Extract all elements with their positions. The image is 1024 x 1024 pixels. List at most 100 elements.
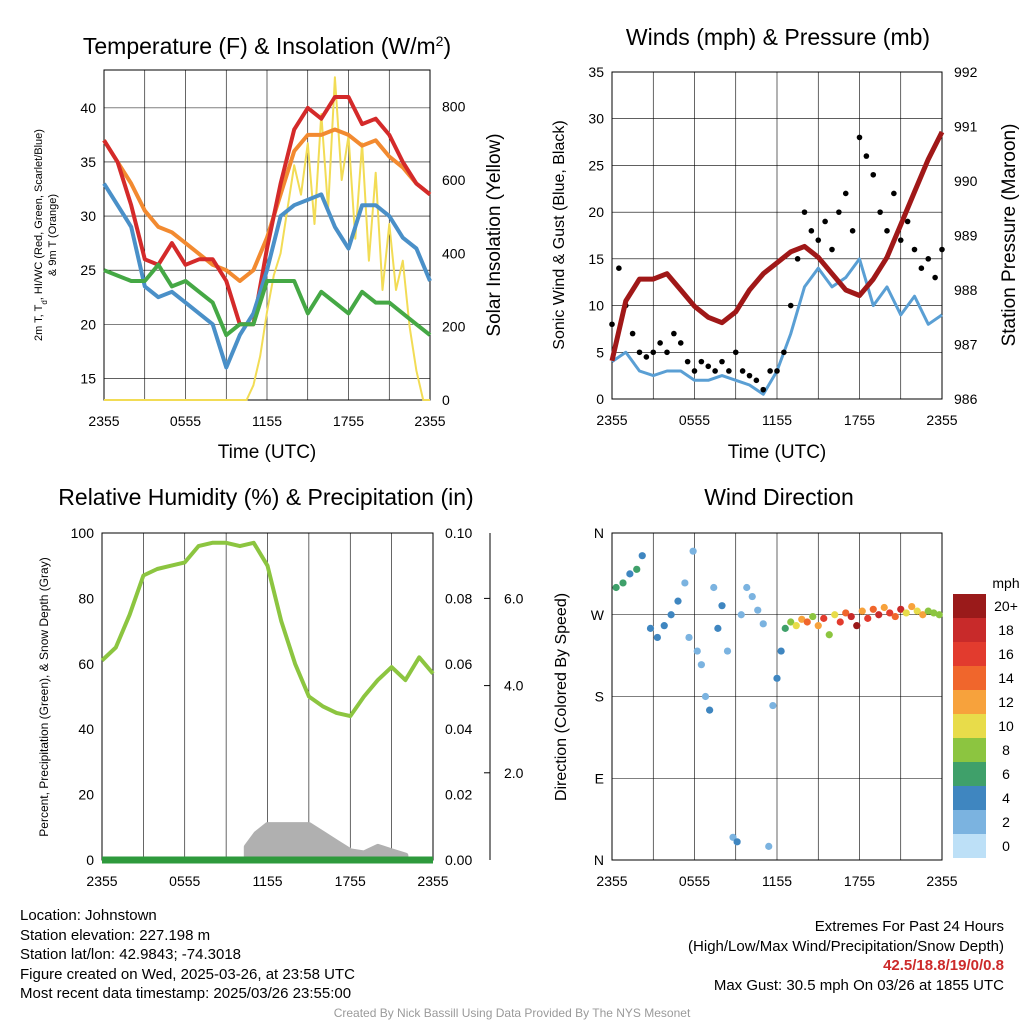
gust-point <box>815 237 822 243</box>
direction-point <box>847 612 855 621</box>
direction-x-ticks: 2355 0555 1155 1755 2355 <box>596 873 957 889</box>
x-tick-label: 2355 <box>88 413 119 429</box>
direction-point <box>693 647 701 655</box>
direction-point <box>737 611 745 619</box>
gust-point <box>664 349 670 356</box>
gust-point <box>932 274 938 281</box>
direction-point <box>714 624 722 632</box>
direction-point <box>792 622 800 630</box>
direction-point <box>743 583 751 592</box>
x-tick-label: 0555 <box>679 412 710 428</box>
y-tick-label: 0 <box>442 392 450 408</box>
gust-point <box>719 358 725 365</box>
humidity-y-label: Percent, Precipitation (Green), & Snow D… <box>37 557 51 836</box>
direction-point <box>853 622 861 630</box>
y-tick-label: 20 <box>588 204 604 220</box>
colorbar-label: 8 <box>1002 742 1010 758</box>
y-tick-label: 20 <box>80 316 96 332</box>
direction-point <box>880 603 888 612</box>
colorbar-swatch <box>953 834 986 858</box>
gust-point <box>726 368 732 374</box>
gust-point <box>939 246 945 253</box>
y-tick-label: 0.02 <box>445 787 472 803</box>
colorbar-swatch <box>953 738 986 762</box>
direction-point <box>612 583 620 592</box>
humidity-title: Relative Humidity (%) & Precipitation (i… <box>58 484 473 510</box>
gust-point <box>801 209 808 215</box>
colorbar-label: 0 <box>1002 838 1010 854</box>
y-tick-label: 15 <box>80 370 96 386</box>
direction-point <box>902 609 910 617</box>
x-tick-label: 2355 <box>417 873 448 889</box>
x-tick-label: 1155 <box>762 412 792 428</box>
extremes-info: Extremes For Past 24 Hours (High/Low/Max… <box>688 917 1004 995</box>
direction-point <box>765 842 773 850</box>
direction-point <box>646 624 655 632</box>
direction-point <box>875 611 883 619</box>
direction-point <box>777 647 785 655</box>
direction-point <box>697 661 705 669</box>
colorbar-label: 12 <box>998 694 1014 710</box>
direction-point <box>924 607 932 615</box>
solar-y2-label: Solar Insolation (Yellow) <box>484 133 505 336</box>
gust-point <box>787 302 794 309</box>
direction-point <box>710 583 718 592</box>
colorbar-label: 14 <box>998 670 1014 686</box>
precip-y2-ticks: 0.00 0.02 0.04 0.06 0.08 0.10 <box>445 525 472 868</box>
x-tick-label: 1755 <box>844 873 875 889</box>
colorbar-label: 16 <box>998 646 1014 662</box>
temperature-y-label: 2m T, Td, HI/WC (Red, Green, Scarlet/Blu… <box>33 129 59 341</box>
winds-grid <box>612 71 942 400</box>
y-tick-label: 40 <box>80 100 96 116</box>
gust-point <box>746 372 753 379</box>
colorbar-label: 6 <box>1002 766 1010 782</box>
direction-point <box>820 614 828 622</box>
direction-point <box>653 633 661 642</box>
direction-point <box>681 579 689 587</box>
y-tick-label: 0.06 <box>445 656 472 672</box>
colorbar-swatch <box>953 642 986 666</box>
direction-point <box>633 565 641 573</box>
extremes-values: 42.5/18.8/19/0/0.8 <box>883 957 1004 974</box>
y-tick-label: 25 <box>80 262 96 278</box>
winds-y-ticks: 0 5 10 15 20 25 30 35 <box>588 64 604 407</box>
direction-point <box>674 597 682 605</box>
direction-point <box>787 618 795 626</box>
y-tick-label: E <box>595 770 604 786</box>
x-tick-label: 2355 <box>86 873 117 889</box>
temperature-y-ticks: 15 20 25 30 35 40 <box>80 100 96 386</box>
direction-point <box>935 611 943 619</box>
winds-x-ticks: 2355 0555 1155 1755 2355 <box>596 412 957 428</box>
direction-point <box>864 614 872 622</box>
gust-point <box>739 368 746 374</box>
direction-point <box>769 701 777 710</box>
direction-point <box>886 609 894 617</box>
gust-point <box>794 256 801 262</box>
gust-point <box>712 368 718 374</box>
colorbar-swatch <box>953 810 986 834</box>
y-tick-label: 992 <box>954 64 978 80</box>
y-tick-label: 600 <box>442 172 466 188</box>
gust-point <box>629 330 636 337</box>
y-tick-label: 35 <box>588 64 604 80</box>
series-line-hi-wc <box>103 262 432 338</box>
x-tick-label: 1755 <box>333 413 364 429</box>
y-tick-label: 0 <box>86 852 94 868</box>
gust-point <box>904 218 911 225</box>
x-tick-label: 1155 <box>762 873 792 889</box>
snow-depth-area <box>243 822 409 863</box>
x-tick-label: 2355 <box>926 873 957 889</box>
direction-point <box>814 622 822 630</box>
direction-point <box>689 547 697 555</box>
gust-point <box>698 358 705 365</box>
gust-point <box>863 153 870 159</box>
direction-point <box>858 607 866 615</box>
gust-point <box>836 209 842 215</box>
colorbar-label: 18 <box>998 622 1014 638</box>
gust-point <box>849 228 856 234</box>
direction-point <box>667 611 675 619</box>
station-latlon: Station lat/lon: 42.9843; -74.3018 <box>20 946 242 963</box>
gust-point <box>677 340 684 346</box>
temperature-series <box>102 76 432 401</box>
gust-point <box>856 134 863 141</box>
